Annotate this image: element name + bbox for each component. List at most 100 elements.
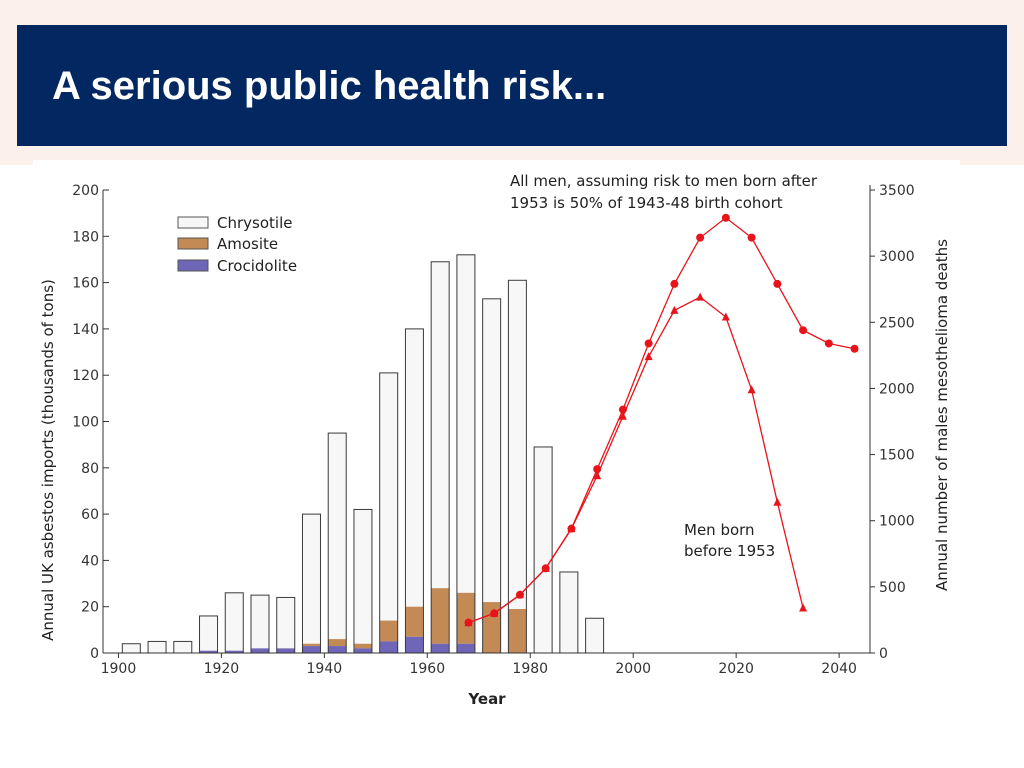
point-triangle-2018 bbox=[721, 312, 730, 321]
chart-panel: 0 20 40 60 80 100 120 140 160 180 200 0 500 1000 1500 2… bbox=[33, 160, 960, 720]
bar-crocidolite-1965 bbox=[456, 643, 475, 653]
point-circle-2038 bbox=[824, 339, 833, 348]
bar-chrysotile-1910 bbox=[173, 641, 192, 653]
bar-crocidolite-1950 bbox=[379, 641, 398, 653]
y-axis-title: Annual UK asbestos imports (thousands of… bbox=[39, 279, 57, 641]
point-triangle-1973 bbox=[490, 608, 499, 617]
asbestos-mesothelioma-chart: 0204060801001201401601802000500100015002… bbox=[39, 172, 951, 708]
bar-chrysotile-1945 bbox=[353, 509, 372, 644]
y2-tick-label-1500: 1500 bbox=[879, 448, 915, 464]
bar-chrysotile-1915 bbox=[199, 615, 218, 651]
point-circle-2043 bbox=[850, 344, 859, 353]
bar-crocidolite-1915 bbox=[199, 650, 218, 653]
bar-amosite-1970 bbox=[482, 602, 501, 653]
annotation-all-men-line1: All men, assuming risk to men born after bbox=[510, 172, 818, 190]
x-tick-label-1960: 1960 bbox=[409, 661, 445, 677]
y2-tick-label-1000: 1000 bbox=[879, 514, 915, 530]
point-circle-2003 bbox=[644, 339, 653, 348]
legend-label-amosite: Amosite bbox=[217, 235, 278, 253]
annotation-all-men-line2: 1953 is 50% of 1943-48 birth cohort bbox=[510, 194, 783, 212]
point-triangle-1968 bbox=[464, 618, 473, 627]
bar-crocidolite-1940 bbox=[328, 646, 347, 653]
point-circle-2028 bbox=[773, 279, 782, 288]
point-circle-2018 bbox=[721, 213, 730, 222]
point-triangle-2023 bbox=[747, 385, 756, 394]
bar-crocidolite-1945 bbox=[353, 648, 372, 653]
bars-group bbox=[121, 254, 605, 654]
bar-chrysotile-1955 bbox=[405, 328, 424, 607]
lines-group bbox=[464, 213, 859, 627]
bar-chrysotile-1970 bbox=[482, 298, 501, 603]
point-triangle-2028 bbox=[773, 497, 782, 506]
bar-chrysotile-1940 bbox=[328, 433, 347, 640]
legend-swatch-crocidolite bbox=[177, 259, 209, 272]
y-tick-label-180: 180 bbox=[72, 229, 99, 245]
point-circle-2023 bbox=[747, 233, 756, 242]
y2-tick-label-500: 500 bbox=[879, 580, 906, 596]
bar-chrysotile-1960 bbox=[431, 261, 450, 589]
y2-axis-title: Annual number of males mesothelioma deat… bbox=[933, 239, 951, 591]
bar-chrysotile-1950 bbox=[379, 372, 398, 621]
bar-amosite-1935 bbox=[302, 643, 321, 647]
y2-tick-label-2000: 2000 bbox=[879, 381, 915, 397]
x-tick-label-1980: 1980 bbox=[512, 661, 548, 677]
x-tick-label-2000: 2000 bbox=[615, 661, 651, 677]
y2-tick-label-3500: 3500 bbox=[879, 183, 915, 199]
bar-crocidolite-1925 bbox=[251, 648, 270, 653]
bar-chrysotile-1965 bbox=[456, 254, 475, 593]
y-tick-label-100: 100 bbox=[72, 415, 99, 431]
y-tick-label-160: 160 bbox=[72, 276, 99, 292]
bar-amosite-1940 bbox=[328, 639, 347, 647]
point-triangle-1988 bbox=[567, 524, 576, 533]
x-tick-label-2020: 2020 bbox=[718, 661, 754, 677]
point-triangle-2008 bbox=[670, 305, 679, 314]
projection-line-triangle bbox=[468, 296, 804, 624]
bar-chrysotile-1925 bbox=[251, 595, 270, 649]
y2-tick-label-3000: 3000 bbox=[879, 249, 915, 265]
bar-chrysotile-1990 bbox=[585, 618, 604, 653]
axes-group: 0204060801001201401601802000500100015002… bbox=[72, 183, 914, 677]
point-triangle-2033 bbox=[799, 603, 808, 612]
bar-amosite-1950 bbox=[379, 620, 398, 642]
slide-title: A serious public health risk... bbox=[52, 64, 607, 108]
x-tick-label-2040: 2040 bbox=[821, 661, 857, 677]
bar-crocidolite-1930 bbox=[276, 648, 295, 653]
point-triangle-1998 bbox=[618, 411, 627, 420]
x-axis-title: Year bbox=[467, 690, 506, 708]
bar-amosite-1975 bbox=[508, 609, 527, 653]
bar-chrysotile-1980 bbox=[534, 446, 553, 653]
bar-chrysotile-1930 bbox=[276, 597, 295, 649]
y-tick-label-140: 140 bbox=[72, 322, 99, 338]
x-tick-label-1920: 1920 bbox=[204, 661, 240, 677]
y2-tick-label-2500: 2500 bbox=[879, 315, 915, 331]
y-tick-label-200: 200 bbox=[72, 183, 99, 199]
bar-chrysotile-1900 bbox=[122, 643, 141, 653]
bar-chrysotile-1975 bbox=[508, 280, 527, 610]
title-bar bbox=[17, 25, 1007, 146]
annotation-before-1953-line1: Men born bbox=[684, 521, 755, 539]
y-tick-label-80: 80 bbox=[81, 461, 99, 477]
y-tick-label-60: 60 bbox=[81, 507, 99, 523]
point-triangle-2003 bbox=[644, 352, 653, 361]
point-triangle-1993 bbox=[593, 471, 602, 480]
bar-crocidolite-1960 bbox=[431, 643, 450, 653]
annotation-before-1953-line2: before 1953 bbox=[684, 542, 775, 560]
bar-chrysotile-1920 bbox=[225, 592, 244, 651]
y-tick-label-40: 40 bbox=[81, 553, 99, 569]
bar-chrysotile-1985 bbox=[559, 571, 578, 653]
point-triangle-1983 bbox=[541, 563, 550, 572]
y2-tick-label-0: 0 bbox=[879, 646, 888, 662]
bar-amosite-1965 bbox=[456, 592, 475, 644]
point-triangle-1978 bbox=[515, 590, 524, 599]
bar-crocidolite-1955 bbox=[405, 636, 424, 653]
bar-chrysotile-1905 bbox=[148, 641, 167, 653]
bar-amosite-1960 bbox=[431, 588, 450, 644]
x-tick-label-1940: 1940 bbox=[307, 661, 343, 677]
x-tick-label-1900: 1900 bbox=[101, 661, 137, 677]
bar-amosite-1945 bbox=[353, 643, 372, 649]
point-circle-2033 bbox=[799, 326, 808, 335]
legend-swatch-amosite bbox=[177, 237, 209, 250]
bar-crocidolite-1935 bbox=[302, 646, 321, 653]
point-circle-2013 bbox=[696, 233, 705, 242]
bar-amosite-1955 bbox=[405, 606, 424, 637]
